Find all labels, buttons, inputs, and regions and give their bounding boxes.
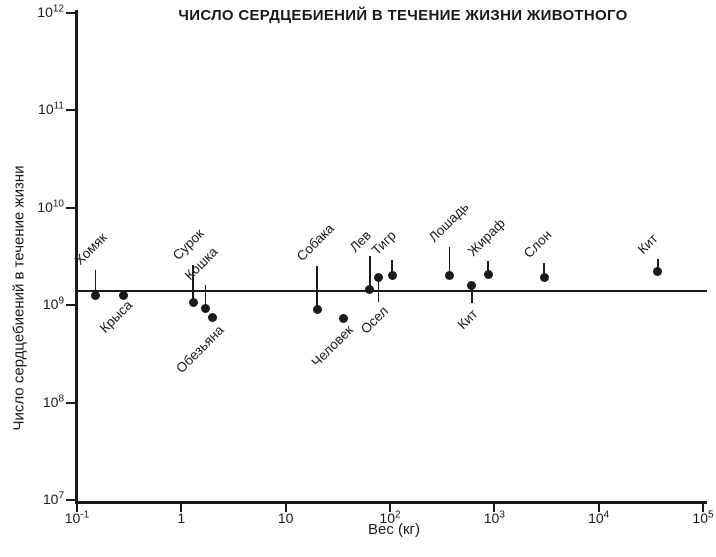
data-point-Обезьяна [208, 312, 218, 322]
data-point-Осел [374, 273, 384, 283]
tick-exponent: 7 [58, 490, 64, 502]
y-axis [74, 10, 78, 504]
label-leader-line [94, 269, 97, 296]
label-leader-line [471, 285, 473, 304]
tick-exponent: 8 [58, 392, 64, 404]
data-point-Лошадь [444, 271, 454, 281]
tick-exponent: 4 [603, 509, 610, 521]
y-tick [66, 499, 75, 501]
data-point-Тигр [387, 271, 397, 281]
point-label: Собака [293, 221, 337, 265]
tick-exponent: 2 [394, 509, 401, 521]
y-tick [66, 206, 75, 209]
point-label: Крыса [97, 296, 136, 336]
point-label: Осел [357, 303, 391, 337]
x-tick-label: 10-1 [64, 509, 90, 526]
x-axis [74, 501, 707, 504]
data-point-Собака [312, 305, 322, 315]
label-leader-line [316, 265, 318, 310]
x-tick [493, 504, 496, 512]
data-point-Сурок [188, 298, 198, 308]
tick-exponent: 11 [53, 100, 64, 112]
data-point-Лев [365, 284, 375, 294]
label-leader-line [369, 256, 371, 290]
y-tick [66, 109, 75, 111]
point-label: Слон [520, 227, 555, 262]
label-leader-line [543, 262, 545, 278]
x-tick-label: 10 [277, 510, 294, 526]
tick-exponent: 10 [52, 197, 64, 209]
point-label: Жираф [464, 215, 508, 259]
point-label: Тигр [368, 227, 400, 258]
tick-exponent: 5 [707, 509, 714, 521]
x-tick [180, 504, 183, 512]
label-leader-line [204, 284, 207, 309]
y-tick [66, 11, 75, 14]
data-point-Крыса [119, 291, 129, 301]
data-point-Хомяк [90, 291, 100, 301]
x-tick-label: 104 [588, 509, 610, 526]
tick-exponent: 12 [52, 2, 64, 14]
y-tick [66, 304, 75, 306]
x-tick [76, 504, 78, 512]
x-tick-label: 105 [692, 509, 714, 526]
label-leader-line [377, 277, 380, 302]
tick-exponent: -1 [80, 509, 90, 521]
x-axis-label: Вес (кг) [367, 521, 421, 538]
reference-line [77, 289, 707, 292]
point-label: Хомяк [72, 229, 111, 268]
y-tick-label: 107 [42, 490, 64, 507]
tick-exponent: 3 [499, 509, 505, 521]
label-leader-line [391, 259, 393, 276]
point-label: Кит [634, 231, 661, 257]
label-leader-line [487, 260, 489, 275]
y-tick-label: 108 [42, 392, 64, 410]
x-tick [388, 504, 391, 512]
x-tick [597, 504, 600, 512]
chart-title: ЧИСЛО СЕРДЦЕБИЕНИЙ В ТЕЧЕНИЕ ЖИЗНИ ЖИВОТ… [178, 7, 628, 24]
point-label: Кит [454, 306, 481, 333]
data-point-Кошка [200, 304, 210, 314]
y-tick-label: 1010 [37, 197, 64, 215]
x-tick [701, 504, 704, 512]
data-point-Жираф [483, 270, 493, 280]
x-tick-label: 102 [379, 509, 401, 526]
point-label: Лошадь [426, 199, 472, 245]
y-tick [66, 401, 75, 404]
point-label: Лев [346, 227, 374, 255]
label-leader-line [657, 258, 659, 272]
y-tick-label: 1011 [38, 100, 64, 117]
y-tick-label: 109 [42, 295, 64, 312]
y-tick-label: 1012 [37, 2, 64, 20]
point-label: Обезьяна [173, 322, 227, 377]
label-leader-line [448, 246, 451, 276]
data-point-Слон [539, 273, 549, 283]
data-point-Кит [467, 280, 477, 290]
x-tick-label: 1 [177, 510, 186, 526]
data-point-Человек [339, 314, 349, 324]
tick-exponent: 9 [58, 295, 64, 307]
point-label: Человек [308, 322, 356, 370]
x-tick-label: 103 [483, 509, 505, 526]
data-point-Кит [653, 267, 663, 277]
x-tick [284, 504, 287, 512]
label-leader-line [192, 264, 194, 303]
